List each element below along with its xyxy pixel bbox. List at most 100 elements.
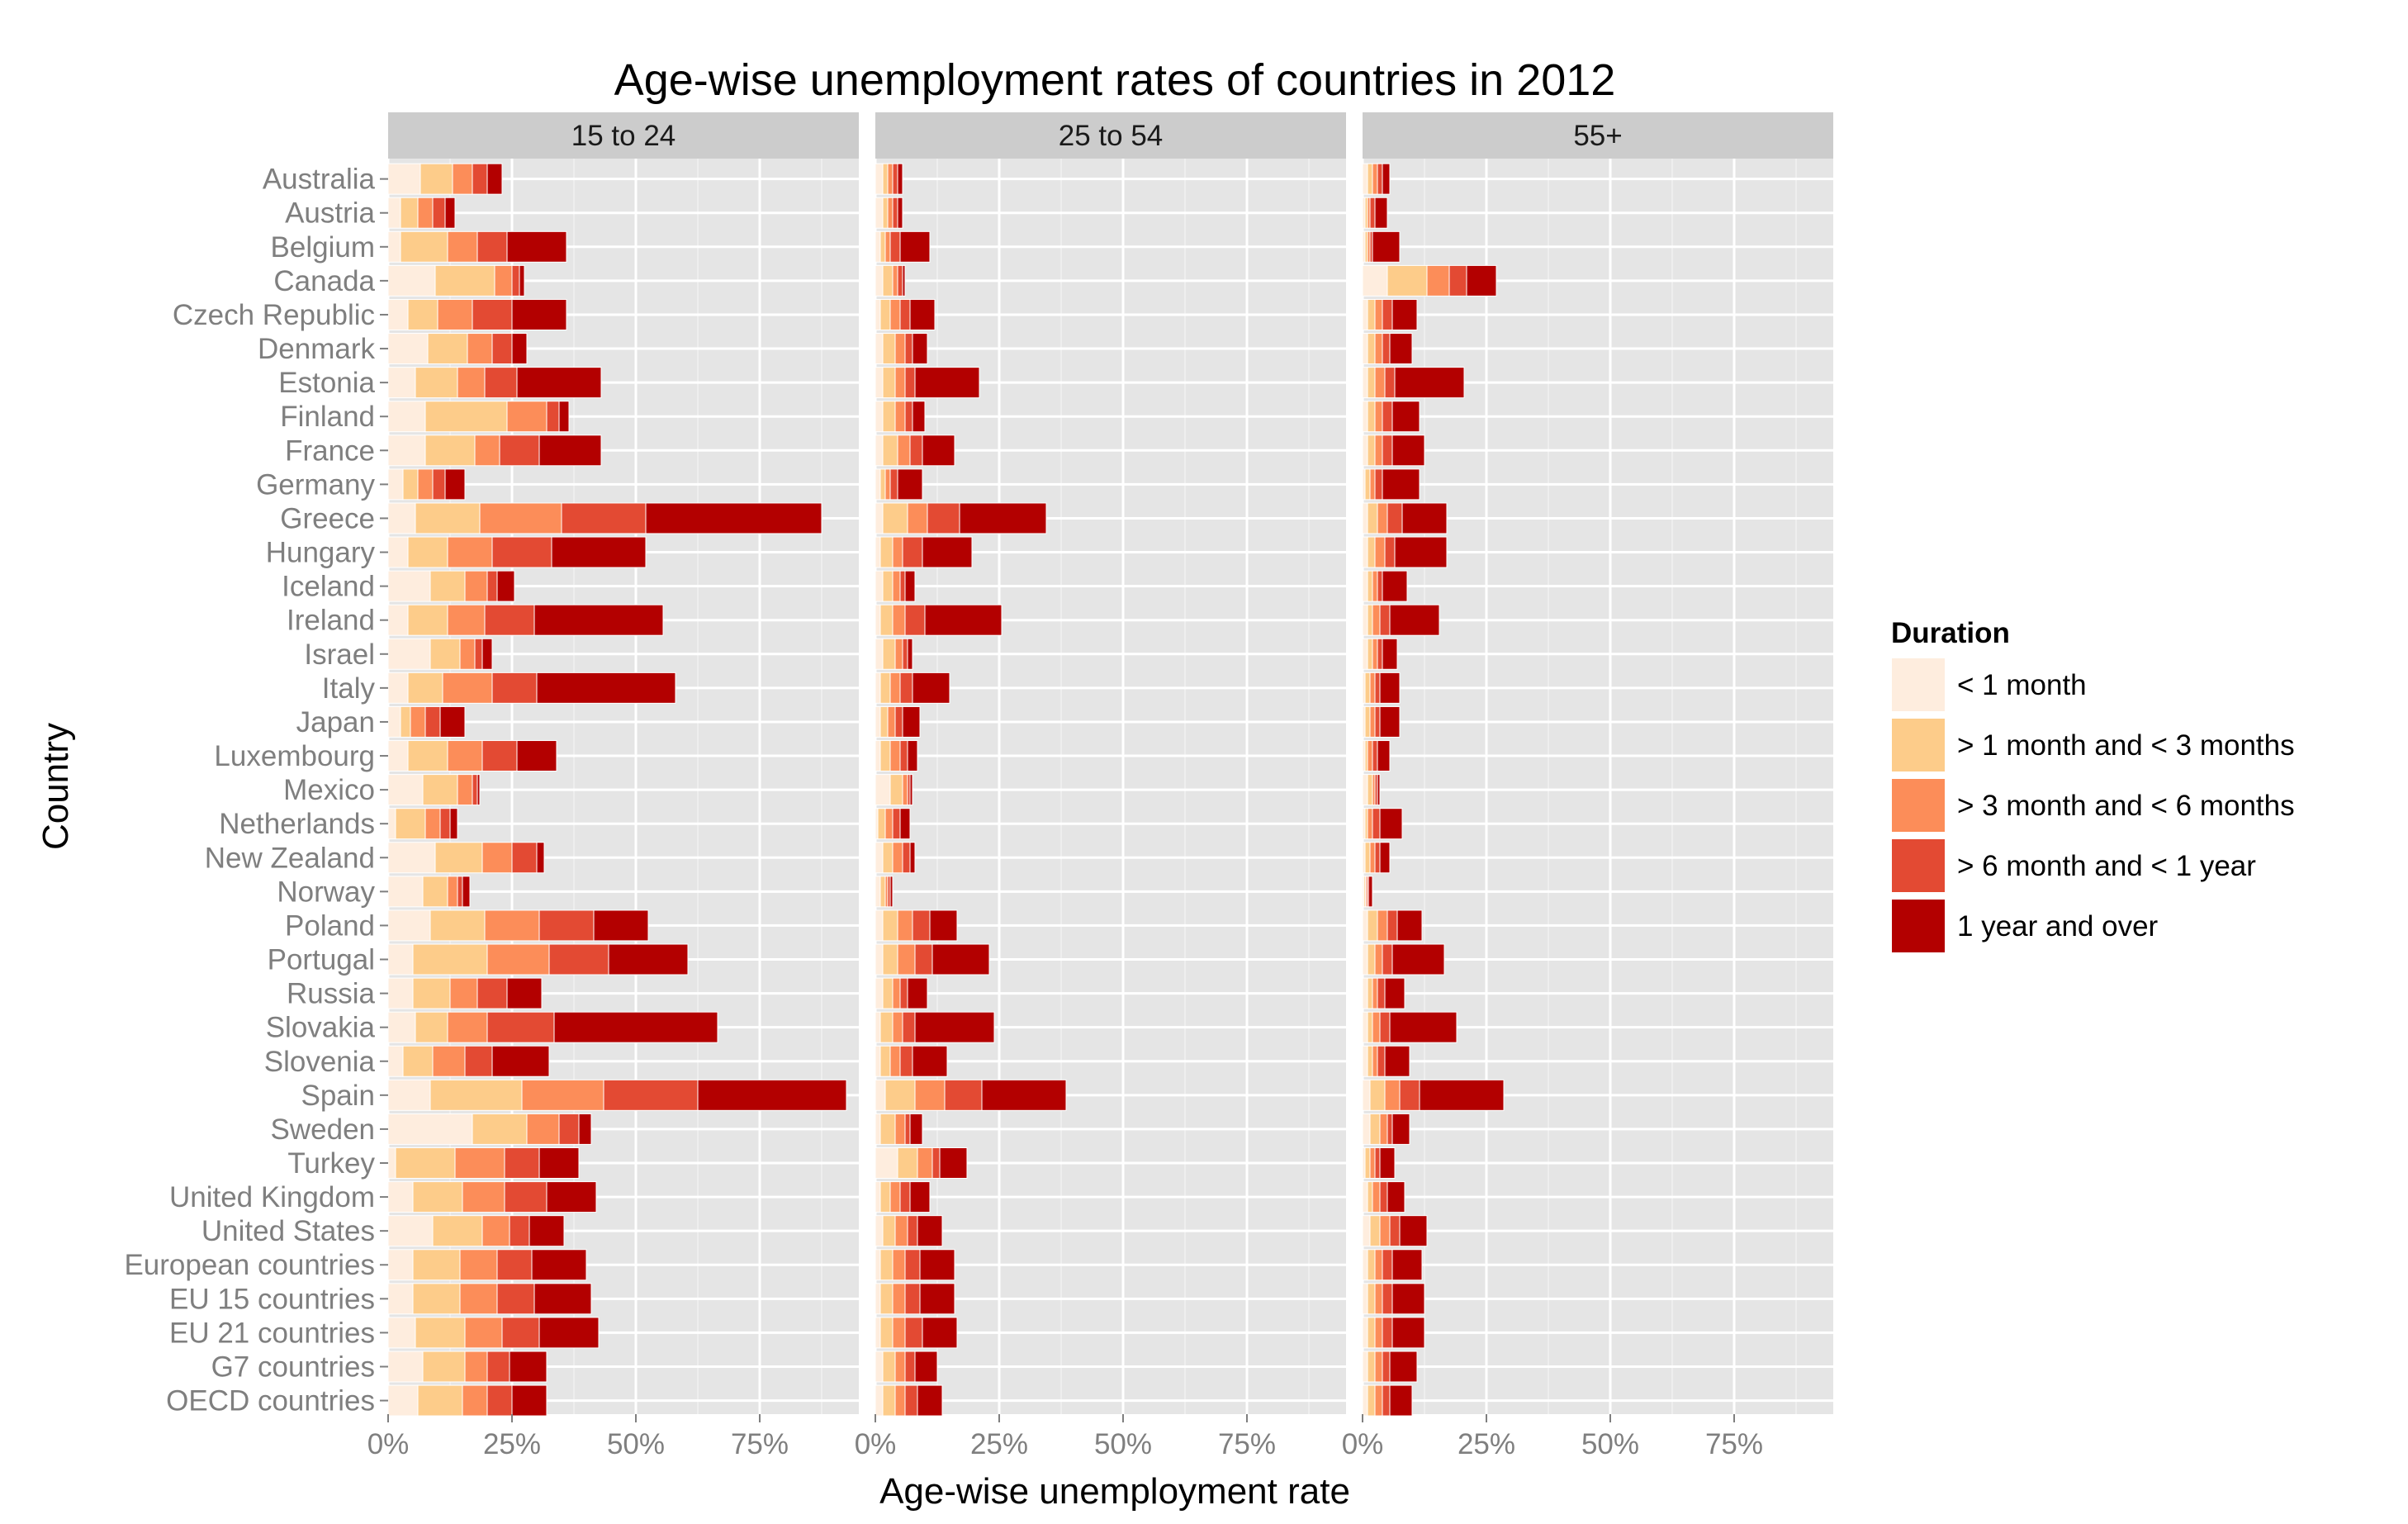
bar-eu-21-countries-1-year-and-over [922, 1317, 958, 1349]
bar-netherlands-3-month-and-6-months [1367, 808, 1373, 840]
bar-italy-1-year-and-over [536, 672, 676, 704]
bar-hungary-1-month [1362, 536, 1368, 568]
y-tick-label: Ireland [287, 605, 375, 637]
bar-turkey-3-month-and-6-months [1369, 1147, 1376, 1179]
bar-spain-6-month-and-1-year [603, 1079, 699, 1111]
y-tick-label: Russia [287, 978, 376, 1010]
bar-greece-3-month-and-6-months [479, 502, 562, 534]
bar-oecd-countries-1-month [387, 1384, 419, 1417]
bar-austria-3-month-and-6-months [417, 197, 434, 229]
bar-greece-1-month-and-3-months [882, 502, 908, 534]
y-tick-label: EU 15 countries [169, 1283, 375, 1315]
bar-united-states-3-month-and-6-months [481, 1215, 510, 1247]
bar-ireland-1-month-and-3-months [879, 604, 894, 636]
bar-netherlands-1-year-and-over [899, 808, 911, 840]
bar-canada-3-month-and-6-months [892, 264, 898, 297]
bar-eu-15-countries-1-month-and-3-months [412, 1283, 461, 1315]
bar-russia-1-year-and-over [1384, 977, 1405, 1009]
bar-italy-3-month-and-6-months [1369, 672, 1376, 704]
facet-strip [388, 112, 859, 159]
bar-portugal-1-year-and-over [931, 943, 990, 976]
bar-eu-21-countries-1-year-and-over [1391, 1317, 1425, 1349]
bar-japan-6-month-and-1-year [894, 705, 903, 738]
bar-denmark-3-month-and-6-months [467, 333, 493, 365]
bar-austria-1-year-and-over [444, 197, 456, 229]
bar-italy-1-month-and-3-months [1364, 672, 1371, 704]
bar-eu-21-countries-1-month-and-3-months [415, 1317, 466, 1349]
bar-european-countries-6-month-and-1-year [904, 1249, 921, 1281]
bar-canada-1-year-and-over [1466, 264, 1497, 297]
bar-eu-21-countries-1-month-and-3-months [1367, 1317, 1376, 1349]
bar-iceland-1-month-and-3-months [882, 570, 894, 602]
bar-israel-1-month [1362, 638, 1368, 670]
bar-eu-21-countries-3-month-and-6-months [892, 1317, 906, 1349]
chart-title: Age-wise unemployment rates of countries… [614, 55, 1616, 105]
bar-oecd-countries-1-month-and-3-months [882, 1384, 896, 1417]
bar-france-3-month-and-6-months [474, 434, 500, 467]
bar-finland-3-month-and-6-months [1374, 401, 1383, 433]
bar-hungary-1-month-and-3-months [879, 536, 894, 568]
bar-canada-3-month-and-6-months [1426, 264, 1450, 297]
bar-japan-3-month-and-6-months [410, 705, 426, 738]
bar-new-zealand-1-year-and-over [536, 842, 545, 874]
bar-oecd-countries-1-year-and-over [917, 1384, 943, 1417]
bar-canada-6-month-and-1-year [897, 264, 903, 297]
bar-spain-3-month-and-6-months [521, 1079, 604, 1111]
bar-european-countries-1-month-and-3-months [879, 1249, 894, 1281]
bar-united-states-6-month-and-1-year [509, 1215, 530, 1247]
bar-g7-countries-6-month-and-1-year [1382, 1351, 1391, 1383]
bar-canada-1-year-and-over [902, 264, 906, 297]
bar-austria-1-month-and-3-months [400, 197, 419, 229]
bar-austria-6-month-and-1-year [432, 197, 446, 229]
bar-finland-1-year-and-over [1391, 401, 1420, 433]
bar-iceland-6-month-and-1-year [1377, 570, 1383, 602]
bar-hungary-1-month [875, 536, 881, 568]
bar-greece-1-month [1362, 502, 1368, 534]
bar-estonia-1-month [1362, 367, 1368, 399]
bar-italy-1-month [875, 672, 881, 704]
bar-spain-6-month-and-1-year [944, 1079, 983, 1111]
bar-belgium-6-month-and-1-year [889, 230, 901, 263]
bar-luxembourg-3-month-and-6-months [447, 740, 483, 772]
bar-greece-1-month [387, 502, 416, 534]
bar-czech-republic-3-month-and-6-months [889, 298, 901, 330]
bar-european-countries-1-month-and-3-months [412, 1249, 461, 1281]
bar-european-countries-1-month [1362, 1249, 1368, 1281]
y-tick-label: Norway [277, 876, 375, 908]
x-tick-label: 25% [970, 1428, 1028, 1460]
bar-mexico-1-month [387, 774, 424, 806]
bar-mexico-1-year-and-over [1377, 774, 1381, 806]
bar-austria-1-month [387, 197, 401, 229]
bar-hungary-1-month-and-3-months [1367, 536, 1376, 568]
bar-g7-countries-3-month-and-6-months [1374, 1351, 1383, 1383]
bar-ireland-1-year-and-over [924, 604, 1003, 636]
bar-russia-3-month-and-6-months [892, 977, 901, 1009]
bar-norway-1-month [875, 876, 881, 908]
bar-new-zealand-1-month-and-3-months [882, 842, 894, 874]
legend-label: 1 year and over [1957, 910, 2159, 942]
bar-greece-3-month-and-6-months [1377, 502, 1388, 534]
bar-g7-countries-3-month-and-6-months [464, 1351, 488, 1383]
bar-canada-6-month-and-1-year [511, 264, 520, 297]
bar-oecd-countries-1-month [875, 1384, 884, 1417]
bar-spain-1-month [387, 1079, 431, 1111]
bar-estonia-1-month [387, 367, 416, 399]
bar-eu-15-countries-1-year-and-over [1391, 1283, 1425, 1315]
bar-poland-1-month-and-3-months [429, 909, 486, 942]
bar-g7-countries-1-year-and-over [1389, 1351, 1418, 1383]
bar-portugal-1-month [1362, 943, 1368, 976]
bar-australia-1-year-and-over [486, 163, 503, 195]
bar-italy-1-year-and-over [912, 672, 950, 704]
x-tick-label: 0% [367, 1428, 410, 1460]
bar-czech-republic-1-month-and-3-months [1367, 298, 1376, 330]
bar-iceland-6-month-and-1-year [486, 570, 498, 602]
bar-united-kingdom-6-month-and-1-year [899, 1181, 911, 1213]
bar-mexico-1-month [875, 774, 891, 806]
bar-portugal-1-month [875, 943, 884, 976]
bar-belgium-1-year-and-over [1372, 230, 1401, 263]
x-tick-label: 25% [1458, 1428, 1515, 1460]
bar-g7-countries-1-month [875, 1351, 884, 1383]
bar-france-1-month-and-3-months [882, 434, 898, 467]
bar-denmark-1-year-and-over [1389, 333, 1413, 365]
bar-european-countries-1-month-and-3-months [1367, 1249, 1376, 1281]
